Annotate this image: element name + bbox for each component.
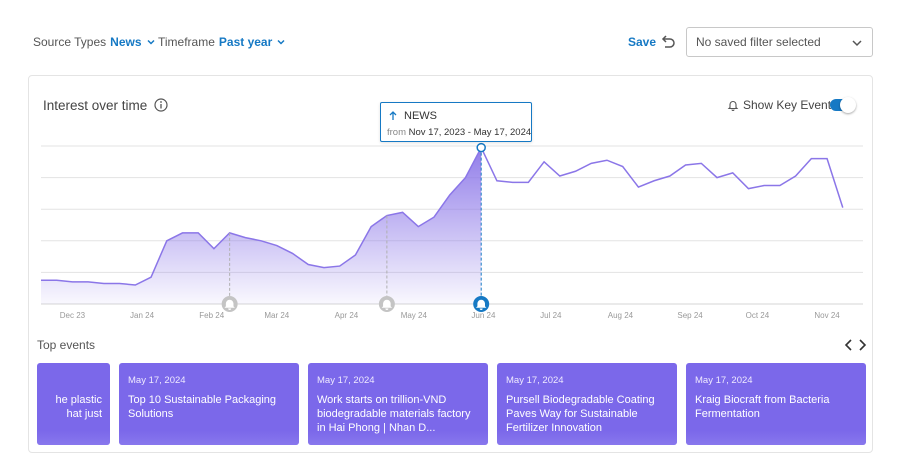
undo-icon[interactable] bbox=[659, 33, 677, 51]
x-tick-label: Apr 24 bbox=[335, 311, 359, 320]
x-tick-label: Feb 24 bbox=[199, 311, 224, 320]
x-tick-label: Aug 24 bbox=[608, 311, 634, 320]
x-tick-label: Dec 23 bbox=[60, 311, 86, 320]
source-types-label: Source Types bbox=[33, 35, 107, 49]
event-date: May 17, 2024 bbox=[317, 375, 375, 386]
tooltip-label: NEWS bbox=[404, 110, 437, 122]
key-event-bell-icon bbox=[221, 296, 238, 312]
x-tick-label: Sep 24 bbox=[677, 311, 703, 320]
event-title: Work starts on trillion-VND biodegradabl… bbox=[317, 394, 471, 434]
event-card[interactable]: May 17, 2024 Pursell Biodegradable Coati… bbox=[497, 363, 677, 445]
source-types-filter[interactable]: Source Types News bbox=[33, 35, 156, 49]
event-title: Kraig Biocraft from Bacteria Fermentatio… bbox=[695, 394, 830, 420]
event-title: Pursell Biodegradable Coating Paves Way … bbox=[506, 394, 655, 434]
x-tick-label: Oct 24 bbox=[746, 311, 770, 320]
series-line bbox=[480, 147, 844, 208]
chevron-down-icon bbox=[277, 39, 285, 45]
key-events-toggle[interactable] bbox=[830, 97, 856, 113]
series-marker bbox=[476, 142, 486, 153]
chart-tooltip: NEWS from Nov 17, 2023 - May 17, 2024 bbox=[380, 102, 532, 142]
chevron-down-icon bbox=[146, 39, 155, 45]
bell-glyph bbox=[381, 299, 393, 310]
key-event-markers bbox=[221, 215, 490, 312]
x-tick-label: Jun 24 bbox=[471, 311, 496, 320]
event-card[interactable]: May 17, 2024 Work starts on trillion-VND… bbox=[308, 363, 488, 445]
event-date: May 17, 2024 bbox=[506, 375, 564, 386]
tooltip-from-label: from bbox=[387, 127, 406, 138]
toggle-knob bbox=[840, 97, 856, 113]
chevron-right-icon[interactable] bbox=[857, 339, 867, 351]
show-key-events-control: Show Key Events bbox=[727, 98, 837, 112]
key-event-bell-icon bbox=[473, 296, 490, 312]
save-button[interactable]: Save bbox=[628, 35, 657, 49]
saved-filter-value: No saved filter selected bbox=[696, 35, 821, 49]
event-date: May 17, 2024 bbox=[128, 375, 186, 386]
series-line-highlight bbox=[41, 147, 482, 286]
tooltip-range: Nov 17, 2023 - May 17, 2024 bbox=[408, 127, 532, 138]
top-events-heading: Top events bbox=[37, 338, 96, 352]
chevron-down-icon bbox=[852, 40, 862, 47]
source-types-value: News bbox=[110, 35, 142, 49]
chevron-left-icon[interactable] bbox=[844, 339, 854, 351]
event-title: Top 10 Sustainable Packaging Solutions bbox=[128, 394, 276, 420]
highlight-area bbox=[41, 147, 482, 304]
key-event-bell-icon bbox=[378, 296, 395, 312]
saved-filter-select[interactable]: No saved filter selected bbox=[686, 27, 873, 57]
bell-glyph bbox=[475, 299, 487, 310]
x-axis-ticks: Dec 23 Jan 24 Feb 24 Mar 24 Apr 24 May 24 Jun … bbox=[60, 311, 841, 320]
timeframe-filter[interactable]: Timeframe Past year bbox=[158, 35, 286, 49]
show-key-events-label: Show Key Events bbox=[743, 98, 838, 112]
event-card[interactable]: May 17, 2024 Kraig Biocraft from Bacteri… bbox=[686, 363, 866, 445]
timeframe-value: Past year bbox=[218, 35, 273, 49]
x-tick-label: Nov 24 bbox=[814, 311, 840, 320]
event-title: he plastic hat just bbox=[55, 394, 102, 420]
chart-title: Interest over time bbox=[43, 98, 148, 113]
x-tick-label: Jan 24 bbox=[130, 311, 155, 320]
interest-over-time-card: Interest over time Show Key Events Dec 2… bbox=[28, 75, 873, 453]
top-events-list: he plastic hat just May 17, 2024 Top 10 … bbox=[37, 363, 867, 446]
interest-chart: Dec 23 Jan 24 Feb 24 Mar 24 Apr 24 May 24 Jun … bbox=[41, 142, 863, 320]
bell-glyph bbox=[224, 299, 235, 310]
x-tick-label: Mar 24 bbox=[264, 311, 289, 320]
event-date: May 17, 2024 bbox=[695, 375, 753, 386]
x-tick-label: Jul 24 bbox=[540, 311, 562, 320]
bell-icon bbox=[727, 101, 739, 111]
chart-area-series bbox=[41, 142, 844, 304]
arrow-up-icon bbox=[389, 111, 397, 120]
event-card[interactable]: May 17, 2024 Top 10 Sustainable Packagin… bbox=[119, 363, 299, 445]
timeframe-label: Timeframe bbox=[158, 35, 215, 49]
event-card[interactable]: he plastic hat just bbox=[37, 363, 110, 445]
info-icon[interactable] bbox=[154, 98, 168, 112]
x-tick-label: May 24 bbox=[401, 311, 428, 320]
